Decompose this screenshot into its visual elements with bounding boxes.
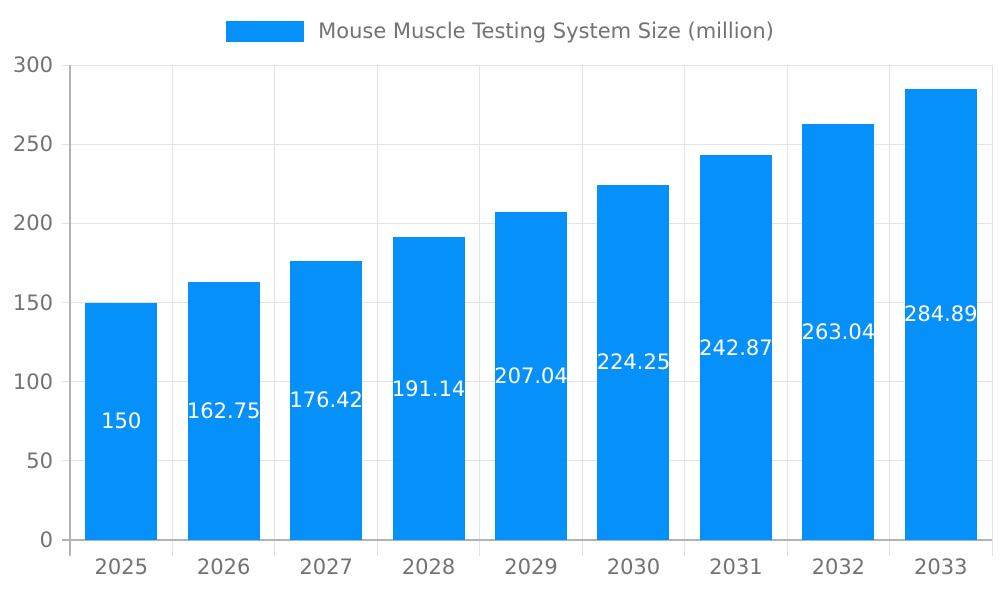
x-tick-label: 2031 [709, 555, 763, 579]
gridline-vertical [274, 65, 276, 556]
gridline-vertical [171, 65, 173, 556]
bar-value-label: 224.25 [596, 350, 671, 375]
bar-value-label: 191.14 [391, 376, 466, 401]
y-axis-line [69, 65, 71, 556]
gridline-vertical [684, 65, 686, 556]
x-axis-line [62, 539, 992, 541]
bar-2030[interactable]: 224.25 [596, 184, 671, 540]
gridline-vertical [376, 65, 378, 556]
y-tick-label: 0 [39, 528, 53, 552]
bar-value-label: 162.75 [186, 399, 261, 424]
x-tick-label: 2025 [94, 555, 148, 579]
bar-value-label: 284.89 [904, 302, 978, 327]
legend-label: Mouse Muscle Testing System Size (millio… [318, 19, 774, 43]
bar-2028[interactable]: 191.14 [391, 237, 466, 540]
y-tick-label: 200 [12, 211, 53, 236]
bar-2029[interactable]: 207.04 [494, 212, 568, 540]
x-tick-label: 2027 [299, 555, 353, 579]
x-tick-label: 2030 [606, 555, 661, 579]
bar-2027[interactable]: 176.42 [289, 260, 363, 540]
gridline-horizontal [62, 64, 992, 66]
x-tick-label: 2026 [196, 555, 251, 579]
plot-area: 150 162.75 176.42 191.14 207.04 224.25 242.87 2… [13, 53, 993, 579]
x-tick-label: 2032 [811, 555, 866, 579]
bar-value-label: 263.04 [801, 319, 876, 344]
y-tick-label: 100 [12, 369, 53, 394]
bar-2026[interactable]: 162.75 [186, 282, 261, 540]
y-tick-label: 250 [12, 132, 53, 157]
gridline-vertical [786, 65, 788, 556]
bar-2032[interactable]: 263.04 [801, 123, 876, 540]
y-tick-label: 300 [12, 53, 53, 77]
gridline-vertical [479, 65, 481, 556]
chart-legend[interactable]: Mouse Muscle Testing System Size (millio… [0, 19, 1000, 43]
gridline-horizontal [62, 143, 992, 145]
bar-2025[interactable]: 150 [85, 302, 158, 540]
bar-value-label: 207.04 [494, 364, 568, 389]
gridline-vertical [991, 65, 993, 556]
x-tick-label: 2028 [401, 555, 456, 579]
bar-2031[interactable]: 242.87 [699, 155, 773, 540]
gridline-vertical [581, 65, 583, 556]
legend-swatch-icon [226, 20, 305, 42]
bar-value-label: 150 [101, 409, 142, 434]
y-tick-label: 50 [26, 448, 53, 473]
bar-value-label: 242.87 [699, 335, 773, 360]
x-tick-label: 2033 [914, 555, 968, 579]
bar-value-label: 176.42 [289, 388, 363, 413]
bar-2033[interactable]: 284.89 [904, 88, 978, 540]
y-tick-label: 150 [12, 290, 53, 315]
gridline-vertical [889, 65, 891, 556]
x-tick-label: 2029 [504, 555, 558, 579]
